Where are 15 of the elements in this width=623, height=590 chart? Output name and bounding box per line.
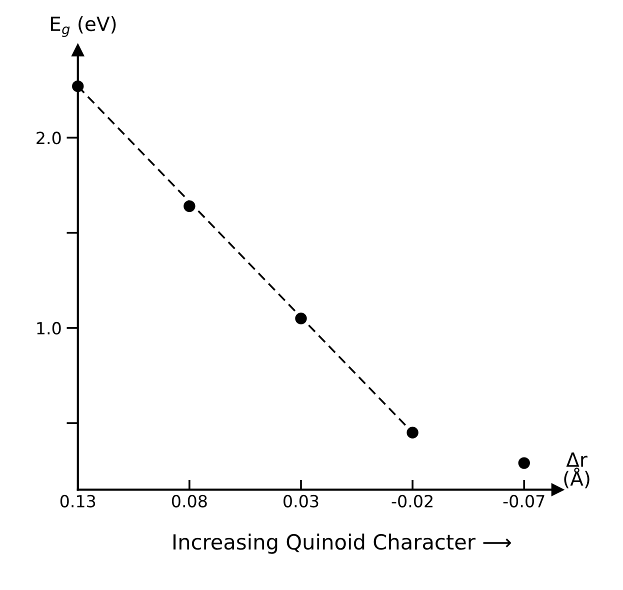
y-tick-label: 2.0 [36,132,61,144]
y-axis-title: E$_{g}$ (eV) [51,16,116,37]
point [406,426,418,438]
y-tick-label: 1.0 [37,322,61,335]
point [72,80,84,92]
x-tick-label: 0.03 [284,494,318,508]
x-tick-label: 0.13 [60,494,96,508]
x-axis-title: Δr (Å) [564,452,590,488]
text: Increasing Quinoid Character ⟶ [174,534,511,554]
point [518,457,530,469]
x-tick-label: -0.07 [503,494,544,508]
point [295,312,307,324]
x-tick-label: 0.08 [172,494,207,508]
x-tick-label: -0.02 [392,494,432,508]
point [184,200,196,212]
